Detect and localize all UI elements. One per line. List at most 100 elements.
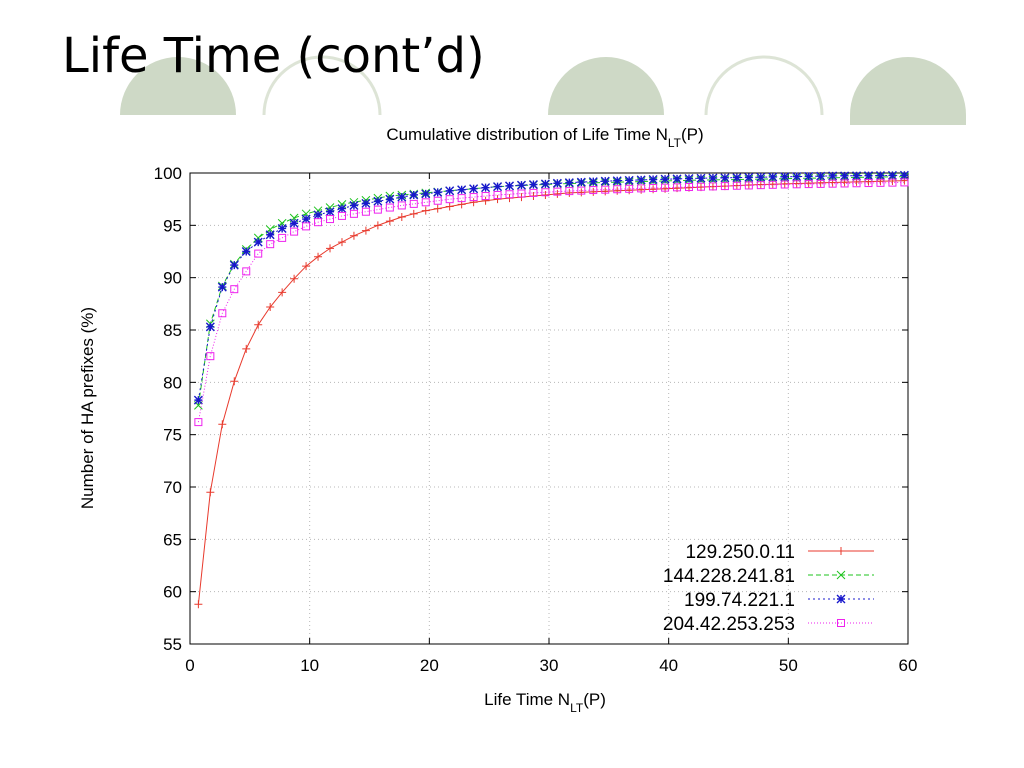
data-point	[373, 196, 383, 206]
data-point	[828, 179, 837, 188]
data-point	[481, 192, 490, 201]
data-point	[816, 171, 826, 181]
data-point	[445, 202, 454, 211]
x-axis-label: Life Time NLT(P)	[484, 690, 606, 715]
data-point	[625, 186, 634, 195]
data-point	[397, 212, 406, 221]
data-point	[625, 184, 634, 193]
data-point	[780, 180, 789, 189]
data-point	[266, 302, 275, 311]
data-point	[373, 221, 382, 230]
data-point	[541, 188, 550, 197]
data-point	[254, 320, 263, 329]
data-point	[529, 188, 538, 197]
y-tick-label: 65	[163, 530, 182, 549]
data-point	[385, 217, 394, 226]
data-point	[589, 187, 598, 196]
data-point	[385, 203, 394, 212]
data-point	[206, 488, 215, 497]
x-tick-label: 40	[659, 656, 678, 675]
data-point	[804, 180, 813, 189]
data-point	[888, 178, 897, 187]
data-point	[421, 198, 430, 207]
data-point	[218, 420, 227, 429]
axis-ticks: 55 60 65 70 75 80 85 90 95 100 0 10 20 30 40 50 60	[154, 164, 918, 675]
data-point	[816, 179, 825, 188]
data-point	[337, 204, 347, 214]
data-point	[314, 252, 323, 261]
x-tick-label: 60	[899, 656, 918, 675]
y-tick-label: 70	[163, 478, 182, 497]
y-tick-label: 55	[163, 635, 182, 654]
data-point	[421, 206, 430, 215]
x-tick-label: 20	[420, 656, 439, 675]
slide-title: Life Time (cont’d)	[62, 28, 485, 84]
data-point	[242, 344, 251, 353]
data-point	[313, 210, 323, 220]
data-point	[780, 172, 790, 182]
data-point	[445, 186, 455, 196]
data-point	[720, 182, 729, 191]
data-point	[552, 178, 562, 188]
data-point	[864, 179, 873, 188]
data-point	[732, 181, 741, 190]
data-point	[887, 170, 897, 180]
data-point	[194, 600, 203, 609]
data-point	[837, 619, 845, 627]
legend-label: 199.74.221.1	[684, 590, 795, 611]
data-point	[601, 185, 610, 194]
data-point	[349, 209, 358, 218]
series-line	[197, 176, 905, 406]
data-point	[624, 175, 634, 185]
data-point	[253, 237, 263, 247]
data-point	[266, 240, 275, 249]
data-point	[361, 207, 370, 216]
data-point	[445, 195, 454, 204]
data-point	[528, 180, 538, 190]
header-decoration	[120, 55, 966, 125]
data-point	[217, 282, 227, 292]
data-point	[397, 192, 407, 202]
deco-filled-circle-2	[548, 57, 664, 115]
data-point	[493, 190, 502, 199]
data-point	[205, 322, 215, 332]
data-point	[744, 172, 754, 182]
x-tick-label: 0	[185, 656, 194, 675]
chart-title: Cumulative distribution of Life Time NLT…	[386, 125, 703, 150]
data-point	[325, 207, 335, 217]
data-point	[409, 199, 418, 208]
data-point	[577, 186, 586, 195]
series-2	[193, 170, 909, 405]
legend-label: 144.228.241.81	[663, 566, 795, 587]
data-point	[792, 180, 801, 189]
data-point	[836, 594, 846, 604]
data-point	[899, 170, 909, 180]
data-point	[469, 193, 478, 202]
data-point	[636, 175, 646, 185]
data-point	[565, 187, 574, 196]
y-tick-label: 90	[163, 269, 182, 288]
data-point	[337, 211, 346, 220]
data-point	[469, 184, 479, 194]
data-point	[828, 171, 838, 181]
data-point	[756, 172, 766, 182]
data-point	[457, 194, 466, 203]
data-point	[516, 180, 526, 190]
data-point	[553, 187, 562, 196]
series-3	[194, 178, 909, 427]
data-point	[517, 189, 526, 198]
data-point	[361, 198, 371, 208]
y-axis-label: Number of HA prefixes (%)	[78, 307, 97, 509]
data-point	[708, 182, 717, 191]
legend-label: 129.250.0.11	[685, 542, 795, 563]
y-tick-label: 100	[154, 164, 182, 183]
data-point	[577, 188, 586, 197]
y-tick-label: 75	[163, 426, 182, 445]
data-point	[397, 201, 406, 210]
data-point	[661, 183, 670, 192]
data-point	[672, 174, 682, 184]
data-point	[326, 215, 335, 224]
data-point	[720, 173, 730, 183]
data-point	[254, 249, 263, 258]
